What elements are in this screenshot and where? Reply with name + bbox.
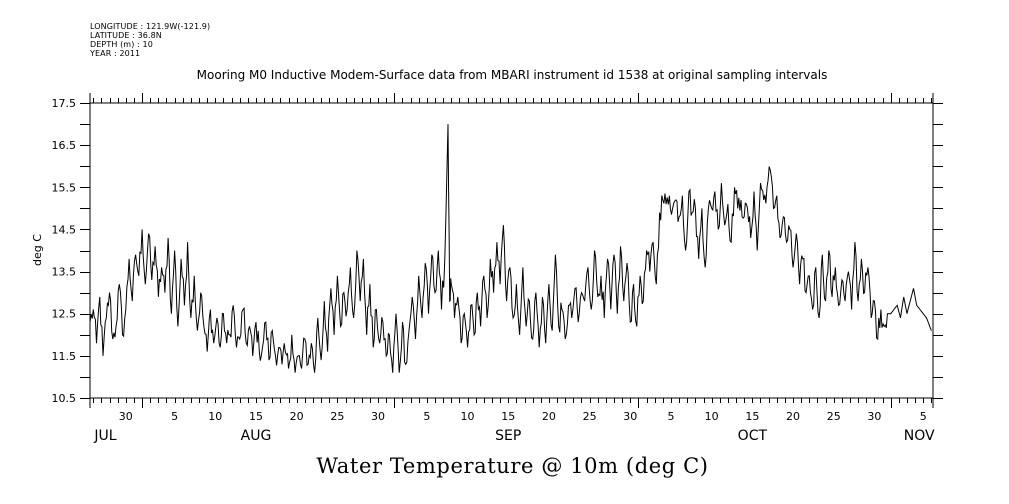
x-tick-label: 15 (745, 410, 759, 423)
x-tick-label: 30 (371, 410, 385, 423)
x-tick-label: 25 (330, 410, 344, 423)
chart-title: Mooring M0 Inductive Modem-Surface data … (196, 68, 828, 82)
series-group (89, 124, 932, 373)
x-tick-label: 15 (249, 410, 263, 423)
x-tick-label: 10 (705, 410, 719, 423)
x-tick-label: 25 (827, 410, 841, 423)
x-tick-label: 30 (623, 410, 637, 423)
x-tick-label: 10 (208, 410, 222, 423)
x-tick-label: 20 (786, 410, 800, 423)
x-tick-label: 5 (920, 410, 927, 423)
y-tick-label: 11.5 (52, 350, 77, 363)
station-metadata: LONGITUDE : 121.9W(-121.9) LATITUDE : 36… (90, 22, 210, 58)
x-month-label: NOV (904, 428, 935, 444)
meta-year: YEAR : 2011 (90, 49, 141, 58)
x-axis: 30 5 10 15 20 25 30 5 10 15 20 25 30 5 10 15 20 25 30 5 JUL A… (89, 93, 935, 444)
x-tick-label: 20 (542, 410, 556, 423)
y-tick-label: 15.5 (52, 181, 77, 194)
y-tick-label: 14.5 (52, 223, 77, 236)
x-tick-label: 5 (171, 410, 178, 423)
plot-border (89, 102, 934, 399)
meta-latitude: LATITUDE : 36.8N (90, 31, 162, 40)
meta-longitude: LONGITUDE : 121.9W(-121.9) (90, 22, 211, 31)
x-tick-label: 15 (501, 410, 515, 423)
y-tick-label: 13.5 (52, 266, 77, 279)
x-month-label: JUL (93, 428, 116, 444)
y-axis: 10.5 11.5 12.5 13.5 14.5 15.5 16.5 17.5 (52, 97, 943, 405)
x-tick-label: 25 (583, 410, 597, 423)
x-month-label: OCT (738, 428, 768, 444)
series-line-water-temperature (89, 124, 932, 373)
y-tick-label: 10.5 (52, 392, 77, 405)
y-tick-label: 17.5 (52, 97, 77, 110)
x-month-label: AUG (241, 428, 272, 444)
y-tick-label: 12.5 (52, 308, 77, 321)
x-tick-label: 30 (119, 410, 133, 423)
x-tick-label: 30 (867, 410, 881, 423)
y-tick-label: 16.5 (52, 139, 77, 152)
x-month-label: SEP (495, 428, 521, 444)
x-tick-label: 5 (667, 410, 674, 423)
y-axis-label: deg C (31, 234, 44, 266)
x-tick-label: 20 (290, 410, 304, 423)
meta-depth: DEPTH (m) : 10 (90, 40, 153, 49)
x-tick-label: 10 (461, 410, 475, 423)
x-tick-label: 5 (423, 410, 430, 423)
x-axis-title: Water Temperature @ 10m (deg C) (316, 454, 709, 478)
plot-frame (89, 102, 934, 399)
